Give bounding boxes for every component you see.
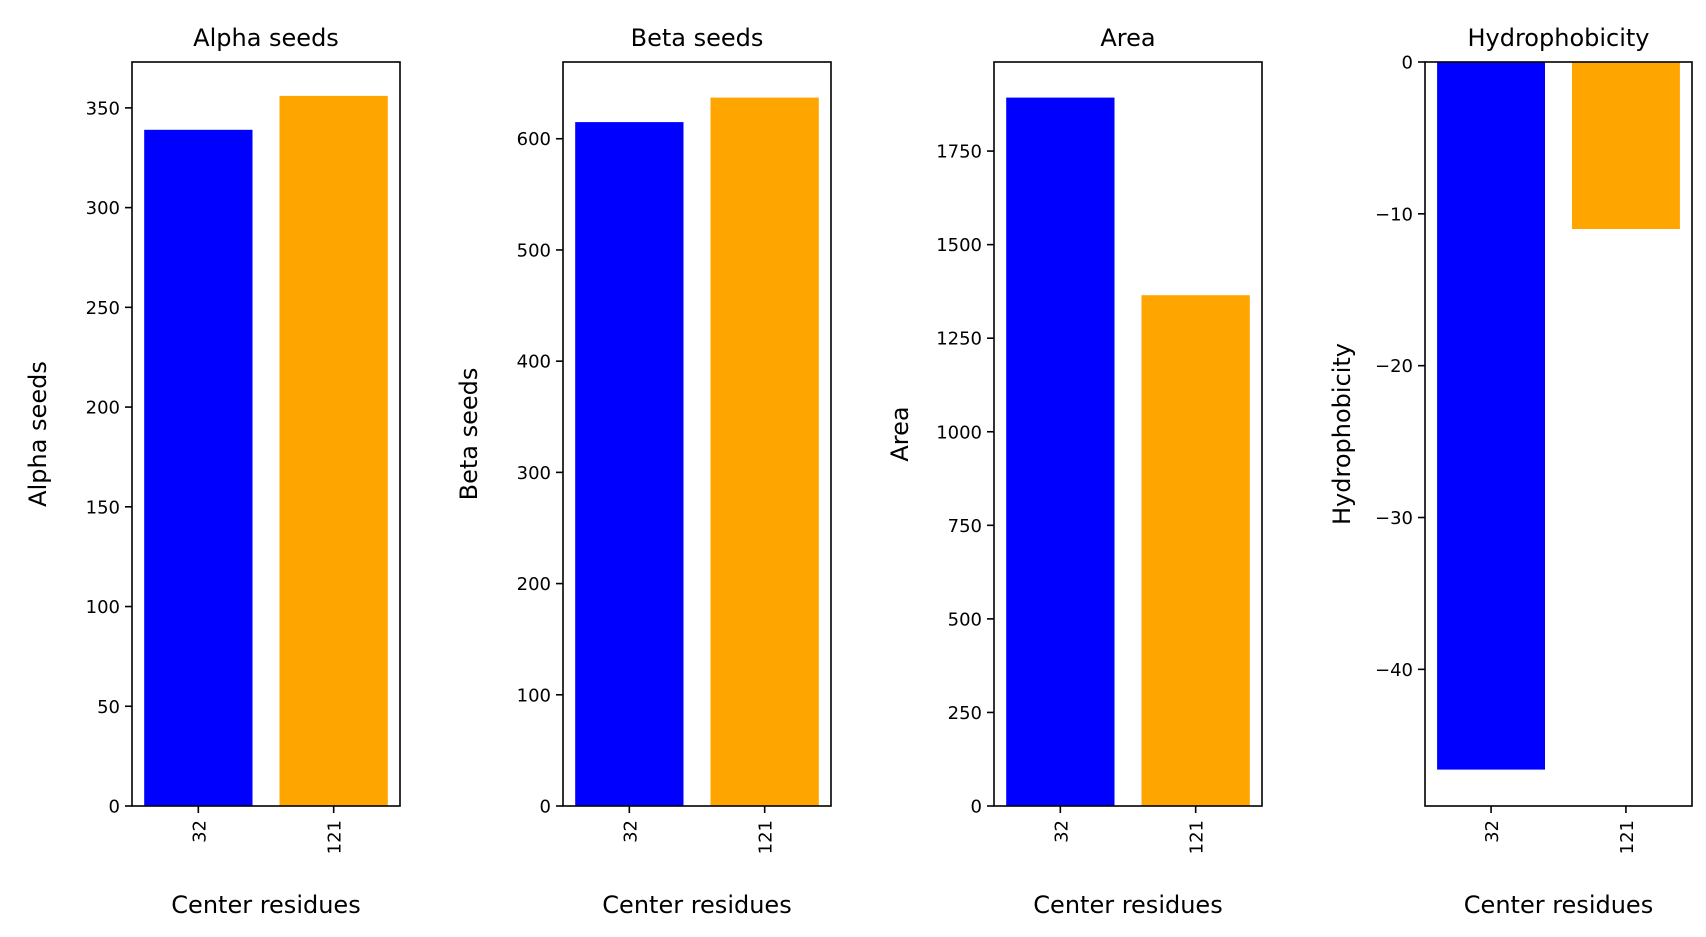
- chart-3-panel: 0 250 500 750 1000 1250 1500 1750 32 121 Area Cente…: [886, 24, 1263, 919]
- chart-4-ytick-label: −10: [1375, 204, 1413, 225]
- chart-2-panel: 0 100 200 300 400 500 600 32 121 Beta seeds Center…: [455, 24, 832, 919]
- chart-3-ytick-label: 1500: [936, 235, 982, 256]
- chart-3-ytick-label: 1750: [936, 142, 982, 163]
- chart-2-ytick-label: 200: [517, 574, 551, 595]
- chart-2-axes-frame: [562, 61, 832, 807]
- chart-1-ytick-label: 100: [86, 597, 120, 618]
- chart-2-bar-32: [575, 122, 684, 807]
- chart-3-bar-32: [1006, 97, 1115, 807]
- chart-1-ytick-label: 150: [86, 497, 120, 518]
- chart-4-xtick-label-32: 32: [1482, 820, 1503, 843]
- chart-1-xtick-label-121: 121: [325, 820, 346, 854]
- chart-2-xtick-label-121: 121: [756, 820, 777, 854]
- chart-1-bar-121: [279, 95, 388, 806]
- chart-3-ytick-label: 250: [948, 703, 982, 724]
- chart-4-axes-frame: [1424, 61, 1693, 807]
- chart-1-ytick-label: 350: [86, 98, 120, 119]
- chart-3-bar-121: [1141, 295, 1250, 806]
- chart-3-ytick-label: 500: [948, 609, 982, 630]
- chart-4-xtick-label-121: 121: [1617, 820, 1638, 854]
- chart-2-ytick-label: 300: [517, 463, 551, 484]
- chart-1-bar-32: [144, 129, 253, 807]
- chart-2-xlabel: Center residues: [602, 891, 791, 919]
- chart-3-ytick-label: 750: [948, 516, 982, 537]
- chart-2-xtick-label-32: 32: [620, 820, 641, 843]
- chart-1-xlabel: Center residues: [171, 891, 360, 919]
- chart-3-ytick-label: 1250: [936, 329, 982, 350]
- chart-2-ylabel: Beta seeds: [455, 368, 483, 501]
- chart-4-ylabel: Hydrophobicity: [1328, 343, 1356, 525]
- chart-1-ytick-label: 0: [109, 797, 120, 818]
- chart-4-bar-32: [1437, 62, 1545, 770]
- chart-1-xtick-label-32: 32: [189, 820, 210, 843]
- chart-4-xlabel: Center residues: [1464, 891, 1653, 919]
- chart-2-ytick-label: 0: [540, 797, 551, 818]
- chart-2-ytick-label: 100: [517, 685, 551, 706]
- chart-1-title: Alpha seeds: [193, 24, 339, 52]
- chart-1-ytick-label: 300: [86, 198, 120, 219]
- chart-3-ytick-label: 0: [971, 797, 982, 818]
- chart-2-ytick-label: 600: [517, 129, 551, 150]
- chart-3-ytick-label: 1000: [936, 422, 982, 443]
- chart-2-title: Beta seeds: [631, 24, 764, 52]
- chart-1-ylabel: Alpha seeds: [24, 361, 52, 507]
- chart-1-ytick-label: 50: [97, 697, 120, 718]
- chart-1-ytick-label: 200: [86, 398, 120, 419]
- chart-4-panel: 0 −10 −20 −30 −40 32 121 Hydrophobicity Center r…: [1328, 24, 1693, 919]
- chart-4-title: Hydrophobicity: [1467, 24, 1649, 52]
- chart-4-ytick-label: −20: [1375, 356, 1413, 377]
- chart-1-ytick-label: 250: [86, 298, 120, 319]
- chart-3-xtick-label-121: 121: [1187, 820, 1208, 854]
- chart-1-panel: 0 50 100 150 200 250 300 350 32 121 Alpha seeds Cen…: [24, 24, 401, 919]
- chart-3-axes-frame: [993, 61, 1263, 807]
- chart-3-ylabel: Area: [886, 406, 914, 461]
- chart-3-xlabel: Center residues: [1033, 891, 1222, 919]
- chart-4-ytick-label: 0: [1402, 53, 1413, 74]
- chart-3-title: Area: [1100, 24, 1155, 52]
- chart-1-axes-frame: [131, 61, 401, 807]
- chart-2-bar-121: [710, 97, 819, 807]
- chart-4-bar-121: [1572, 62, 1680, 229]
- chart-4-ytick-label: −40: [1375, 660, 1413, 681]
- chart-2-ytick-label: 500: [517, 240, 551, 261]
- chart-2-ytick-label: 400: [517, 352, 551, 373]
- chart-4-ytick-label: −30: [1375, 508, 1413, 529]
- chart-3-xtick-label-32: 32: [1051, 820, 1072, 843]
